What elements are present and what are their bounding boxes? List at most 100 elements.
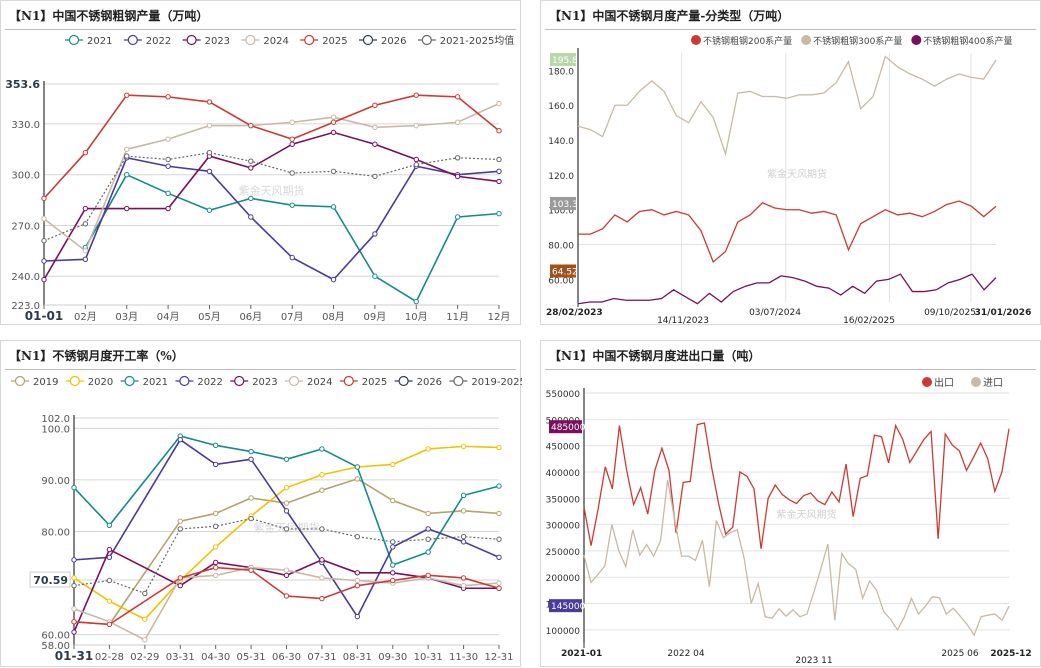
data-point — [460, 492, 467, 499]
y-tick-label: 240.0 — [11, 272, 40, 283]
x-tick-label: 03-31 — [166, 652, 195, 663]
data-point — [248, 214, 254, 220]
data-point — [124, 153, 130, 159]
data-point — [212, 544, 219, 550]
legend-label: 不锈钢粗钢200系产量 — [703, 35, 792, 47]
data-point — [330, 276, 337, 283]
data-point — [71, 575, 77, 581]
series-line — [43, 156, 500, 281]
data-point — [425, 510, 431, 517]
x-tick-label: 02-29 — [130, 652, 159, 663]
legend-marker-icon — [343, 375, 354, 387]
data-point — [330, 204, 337, 210]
legend-label: 2025 — [362, 377, 387, 388]
data-point — [460, 539, 467, 545]
data-point — [496, 168, 502, 175]
series-line-不锈钢粗钢200系产量 — [578, 200, 997, 264]
data-point — [354, 577, 361, 584]
data-point — [354, 533, 361, 540]
data-point — [425, 446, 431, 452]
series-line — [43, 152, 500, 242]
x-tick-label: 07-31 — [307, 652, 336, 663]
y-tick-label: 180.0 — [548, 67, 574, 77]
data-point — [460, 508, 467, 514]
series-line — [43, 94, 500, 199]
legend-item-不锈钢粗钢200系产量: 不锈钢粗钢200系产量 — [691, 35, 792, 47]
data-point — [212, 442, 219, 449]
data-point — [82, 256, 89, 263]
last-value-label: 485000 — [551, 423, 586, 433]
x-tick-label: 2025 06 — [941, 649, 978, 659]
x-tick-label: 2022 04 — [667, 649, 704, 659]
data-point — [283, 500, 290, 506]
last-value-badge — [550, 196, 576, 210]
chart-title: 【N1】中国不锈钢粗钢产量（万吨） — [9, 9, 209, 23]
legend-marker-icon — [127, 34, 138, 46]
data-point — [71, 582, 77, 589]
data-point — [425, 536, 431, 542]
data-point — [106, 577, 113, 584]
data-point — [425, 572, 431, 579]
legend-item-2021-2025均值: 2021-2025均值 — [417, 34, 514, 47]
data-point — [413, 122, 419, 129]
data-point — [165, 163, 171, 169]
series-2019-2025均值 — [71, 515, 502, 597]
y-tick-label: 102.0 — [41, 414, 70, 425]
x-tick-label: 11-30 — [449, 652, 478, 663]
x-tick-label: 03月 — [115, 311, 138, 323]
data-point — [165, 156, 171, 163]
legend-item-2025: 2025 — [300, 34, 348, 47]
data-point — [177, 526, 183, 532]
legend-marker-icon — [68, 34, 80, 46]
legend-marker-icon — [69, 375, 80, 387]
y-tick-label: 270.0 — [11, 221, 40, 232]
legend-label: 不锈钢粗钢300系产量 — [813, 35, 902, 47]
data-point — [319, 472, 325, 478]
data-point — [330, 129, 337, 136]
legend-item-2024: 2024 — [241, 34, 289, 47]
data-point — [496, 444, 502, 451]
data-point — [496, 156, 502, 163]
data-point — [460, 575, 467, 581]
chart-panel-crude-steel-output: 【N1】中国不锈钢粗钢产量（万吨） 2021 2022 2023 2024 2025 20… — [0, 0, 521, 325]
chart-svg-c1: 2021 2022 2023 2024 2025 2026 2021-2025均值 223.0… — [5, 34, 514, 323]
legend-marker-icon — [362, 34, 374, 46]
data-point — [289, 141, 295, 147]
data-point — [212, 461, 219, 468]
legend-label: 2022 — [146, 36, 171, 47]
legend-item-2026: 2026 — [359, 34, 406, 47]
x-tick-label: 28/02/2023 — [546, 308, 603, 318]
data-point — [106, 546, 113, 553]
y-tick-label: 80.00 — [41, 528, 70, 539]
x-tick-label: 10月 — [405, 311, 428, 323]
legend-dot-icon — [911, 35, 922, 45]
legend-item-2020: 2020 — [65, 375, 113, 388]
data-point — [71, 484, 77, 491]
data-point — [354, 476, 361, 482]
legend-item-2019-2025均值: 2019-2025均值 — [449, 375, 522, 388]
data-point — [206, 99, 213, 105]
data-point — [124, 92, 130, 98]
data-point — [212, 523, 219, 530]
data-point — [124, 146, 130, 153]
legend-item-不锈钢粗钢300系产量: 不锈钢粗钢300系产量 — [801, 35, 902, 47]
last-value-label: 103.3 — [552, 200, 578, 210]
y-tick-label: 70.59 — [33, 574, 68, 587]
legend-label: 2024 — [263, 36, 288, 47]
legend-label: 2025 — [322, 36, 347, 47]
chart-svg-c3: 2019 2020 2021 2022 2023 2024 2025 2026 2019-202… — [11, 375, 522, 663]
data-point — [283, 572, 290, 579]
x-tick-label: 05-31 — [237, 652, 266, 663]
data-point — [372, 231, 378, 237]
y-tick-label: 80.00 — [548, 242, 574, 252]
x-tick-label: 2023 11 — [795, 656, 832, 666]
last-value-label: 64.52 — [552, 267, 578, 277]
y-tick-label: 90.00 — [41, 476, 70, 487]
data-point — [41, 276, 47, 283]
legend-item-2023: 2023 — [182, 34, 230, 47]
data-point — [496, 536, 502, 542]
data-point — [283, 456, 290, 462]
data-point — [165, 136, 171, 142]
legend-item-2022: 2022 — [175, 375, 223, 388]
x-tick-label: 08月 — [322, 311, 345, 323]
